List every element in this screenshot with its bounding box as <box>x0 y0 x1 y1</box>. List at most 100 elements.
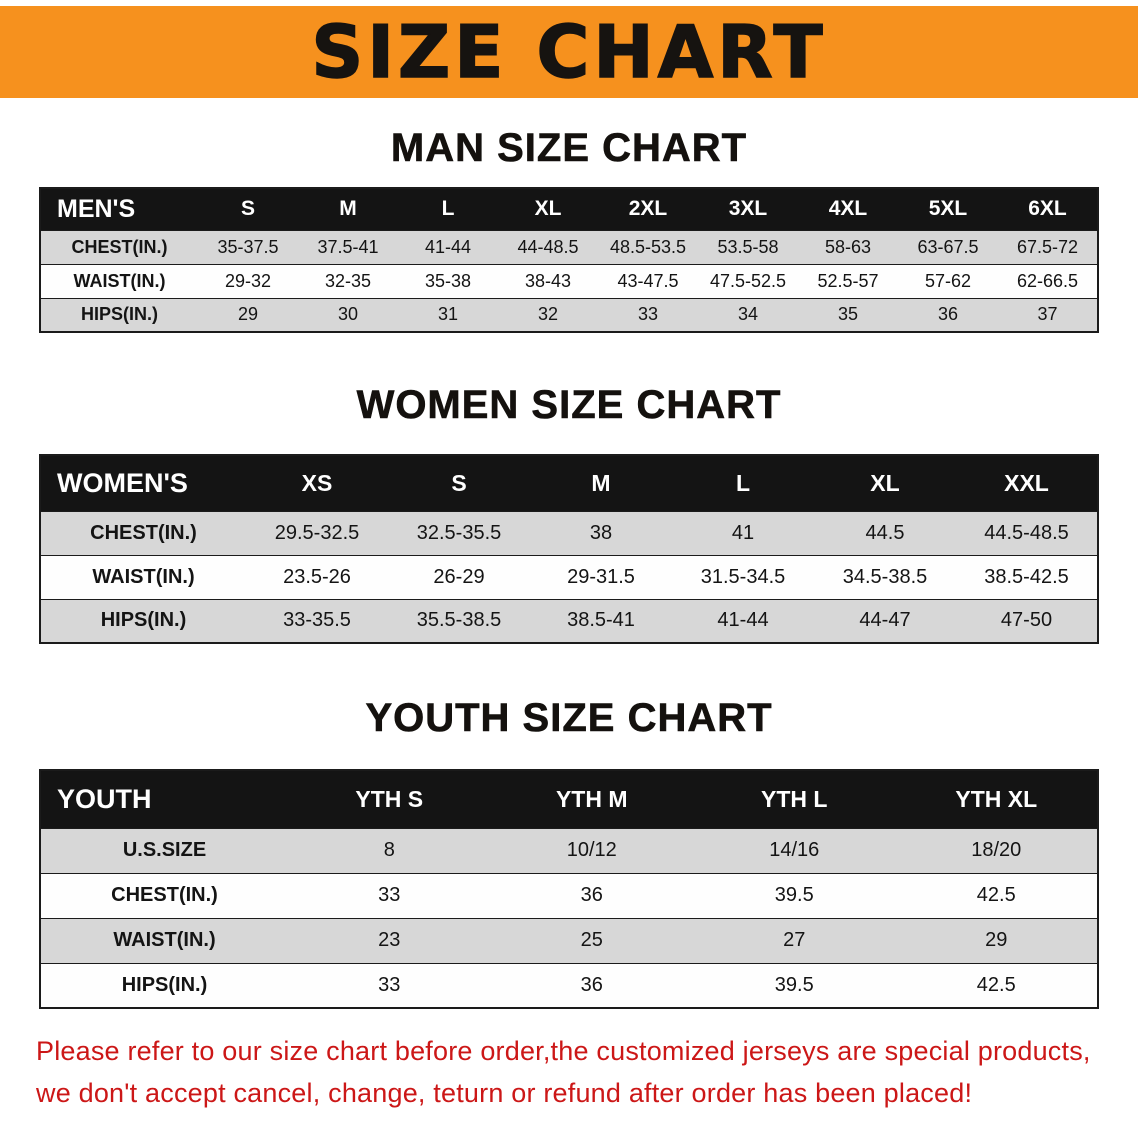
disclaimer-line-1: Please refer to our size chart before or… <box>36 1036 1091 1066</box>
size-value-cell: 34.5-38.5 <box>814 554 956 599</box>
men-size-table: MEN'S S M L XL 2XL 3XL 4XL 5XL 6XL CHEST(IN.) 35-37… <box>39 187 1099 333</box>
size-value-cell: 41 <box>672 510 814 555</box>
size-column-header: YTH L <box>693 770 896 828</box>
size-value-cell: 29 <box>895 917 1098 963</box>
size-value-cell: 35-38 <box>398 263 498 298</box>
measurement-row: CHEST(IN.) 33 36 39.5 42.5 <box>40 872 1098 918</box>
measurement-row-label: HIPS(IN.) <box>40 962 288 1008</box>
size-value-cell: 44.5-48.5 <box>956 510 1098 555</box>
size-value-cell: 37.5-41 <box>298 229 398 264</box>
table-corner-label: YOUTH <box>40 770 288 828</box>
size-value-cell: 31 <box>398 297 498 332</box>
size-column-header: 6XL <box>998 188 1098 230</box>
size-column-header: M <box>530 455 672 511</box>
youth-size-table: YOUTH YTH S YTH M YTH L YTH XL U.S.SIZE 8 10/12… <box>39 769 1099 1009</box>
size-value-cell: 44-48.5 <box>498 229 598 264</box>
size-column-header: YTH S <box>288 770 491 828</box>
size-value-cell: 31.5-34.5 <box>672 554 814 599</box>
banner-title: SIZE CHART <box>311 10 827 94</box>
table-header-row: WOMEN'S XS S M L XL XXL <box>40 455 1098 511</box>
size-value-cell: 8 <box>288 827 491 873</box>
size-column-header: 4XL <box>798 188 898 230</box>
measurement-row: WAIST(IN.) 23 25 27 29 <box>40 917 1098 963</box>
size-column-header: M <box>298 188 398 230</box>
measurement-row-label: HIPS(IN.) <box>40 297 198 332</box>
measurement-row-label: CHEST(IN.) <box>40 510 246 555</box>
men-section-heading: MAN SIZE CHART <box>390 126 748 171</box>
size-column-header: S <box>388 455 530 511</box>
size-value-cell: 41-44 <box>398 229 498 264</box>
size-value-cell: 35.5-38.5 <box>388 598 530 643</box>
youth-size-section: YOUTH SIZE CHART YOUTH YTH S YTH M YTH L YTH… <box>0 696 1138 1009</box>
measurement-row: HIPS(IN.) 33-35.5 35.5-38.5 38.5-41 41-44 44-… <box>40 598 1098 643</box>
size-value-cell: 38 <box>530 510 672 555</box>
size-value-cell: 39.5 <box>693 962 896 1008</box>
size-value-cell: 32-35 <box>298 263 398 298</box>
disclaimer: Please refer to our size chart before or… <box>36 1031 1118 1115</box>
size-value-cell: 36 <box>490 962 693 1008</box>
size-column-header: L <box>672 455 814 511</box>
size-value-cell: 29-32 <box>198 263 298 298</box>
size-value-cell: 10/12 <box>490 827 693 873</box>
table-header-row: MEN'S S M L XL 2XL 3XL 4XL 5XL 6XL <box>40 188 1098 230</box>
size-column-header: 2XL <box>598 188 698 230</box>
size-value-cell: 42.5 <box>895 872 1098 918</box>
women-size-table: WOMEN'S XS S M L XL XXL CHEST(IN.) 29.5-32.5 32.5… <box>39 454 1099 644</box>
size-value-cell: 47.5-52.5 <box>698 263 798 298</box>
size-value-cell: 42.5 <box>895 962 1098 1008</box>
size-value-cell: 14/16 <box>693 827 896 873</box>
size-value-cell: 38.5-42.5 <box>956 554 1098 599</box>
size-value-cell: 44.5 <box>814 510 956 555</box>
size-value-cell: 41-44 <box>672 598 814 643</box>
size-column-header: S <box>198 188 298 230</box>
size-value-cell: 52.5-57 <box>798 263 898 298</box>
size-value-cell: 37 <box>998 297 1098 332</box>
size-value-cell: 18/20 <box>895 827 1098 873</box>
size-value-cell: 48.5-53.5 <box>598 229 698 264</box>
women-section-heading: WOMEN SIZE CHART <box>356 383 782 428</box>
measurement-row-label: WAIST(IN.) <box>40 917 288 963</box>
women-size-section: WOMEN SIZE CHART WOMEN'S XS S M L XL XXL CHEST(… <box>0 383 1138 644</box>
size-column-header: 3XL <box>698 188 798 230</box>
table-corner-label: WOMEN'S <box>40 455 246 511</box>
youth-section-heading: YOUTH SIZE CHART <box>365 696 773 741</box>
size-column-header: XL <box>498 188 598 230</box>
size-value-cell: 35 <box>798 297 898 332</box>
measurement-row: HIPS(IN.) 29 30 31 32 33 34 35 36 37 <box>40 297 1098 332</box>
size-value-cell: 32.5-35.5 <box>388 510 530 555</box>
size-value-cell: 38.5-41 <box>530 598 672 643</box>
size-column-header: XS <box>246 455 388 511</box>
size-value-cell: 33 <box>598 297 698 332</box>
table-header-row: YOUTH YTH S YTH M YTH L YTH XL <box>40 770 1098 828</box>
size-column-header: L <box>398 188 498 230</box>
size-value-cell: 35-37.5 <box>198 229 298 264</box>
measurement-row: CHEST(IN.) 35-37.5 37.5-41 41-44 44-48.5 48.5… <box>40 229 1098 264</box>
measurement-row-label: CHEST(IN.) <box>40 872 288 918</box>
size-column-header: 5XL <box>898 188 998 230</box>
size-value-cell: 23 <box>288 917 491 963</box>
size-value-cell: 34 <box>698 297 798 332</box>
size-value-cell: 32 <box>498 297 598 332</box>
size-value-cell: 67.5-72 <box>998 229 1098 264</box>
size-value-cell: 33-35.5 <box>246 598 388 643</box>
table-corner-label: MEN'S <box>40 188 198 230</box>
size-value-cell: 57-62 <box>898 263 998 298</box>
measurement-row-label: HIPS(IN.) <box>40 598 246 643</box>
size-value-cell: 63-67.5 <box>898 229 998 264</box>
size-value-cell: 39.5 <box>693 872 896 918</box>
size-value-cell: 47-50 <box>956 598 1098 643</box>
size-value-cell: 30 <box>298 297 398 332</box>
size-value-cell: 38-43 <box>498 263 598 298</box>
measurement-row: CHEST(IN.) 29.5-32.5 32.5-35.5 38 41 44.5 44.5… <box>40 510 1098 555</box>
disclaimer-line-2: we don't accept cancel, change, teturn o… <box>36 1077 973 1108</box>
size-value-cell: 43-47.5 <box>598 263 698 298</box>
size-value-cell: 27 <box>693 917 896 963</box>
size-value-cell: 23.5-26 <box>246 554 388 599</box>
size-column-header: XL <box>814 455 956 511</box>
size-value-cell: 33 <box>288 962 491 1008</box>
size-value-cell: 25 <box>490 917 693 963</box>
size-column-header: YTH XL <box>895 770 1098 828</box>
measurement-row-label: WAIST(IN.) <box>40 554 246 599</box>
men-size-section: MAN SIZE CHART MEN'S S M L XL 2XL 3XL 4XL 5XL 6XL… <box>0 126 1138 333</box>
size-value-cell: 33 <box>288 872 491 918</box>
